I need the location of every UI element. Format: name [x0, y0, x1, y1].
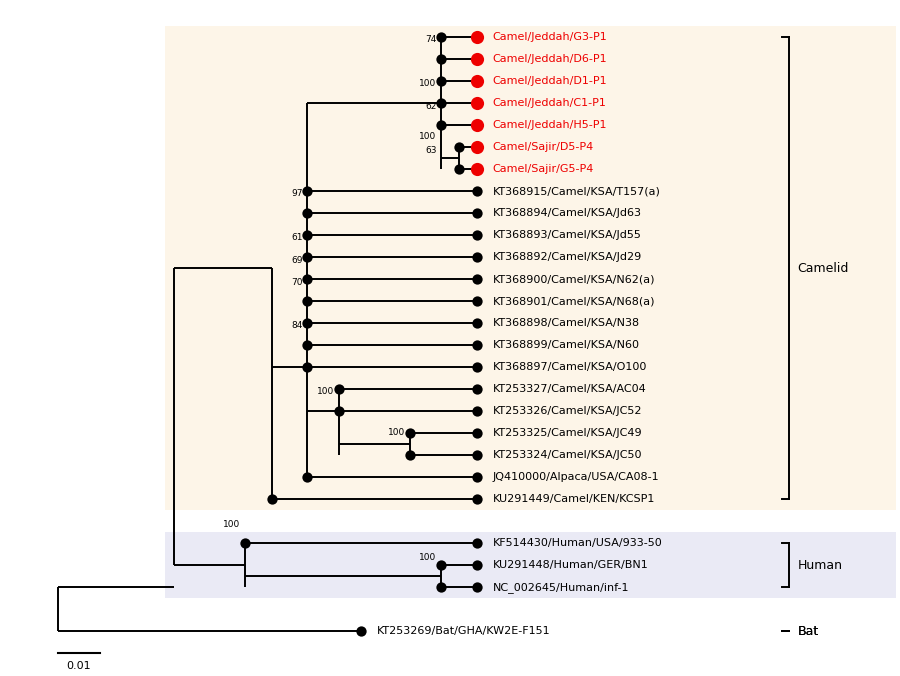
Text: Bat: Bat — [797, 625, 819, 638]
Point — [470, 142, 484, 153]
Text: KT253326/Camel/KSA/JC52: KT253326/Camel/KSA/JC52 — [493, 406, 643, 416]
Point — [402, 450, 417, 461]
Text: 61: 61 — [292, 233, 303, 242]
Point — [470, 428, 484, 439]
Point — [300, 274, 314, 285]
Text: 62: 62 — [426, 102, 436, 111]
Text: 74: 74 — [426, 34, 436, 44]
Point — [470, 164, 484, 174]
Text: KT368893/Camel/KSA/Jd55: KT368893/Camel/KSA/Jd55 — [493, 231, 642, 240]
Point — [470, 120, 484, 130]
Bar — [165, 533, 896, 598]
Point — [434, 54, 448, 65]
Point — [300, 472, 314, 483]
Text: KT368915/Camel/KSA/T157(a): KT368915/Camel/KSA/T157(a) — [493, 187, 661, 196]
Text: KT368901/Camel/KSA/N68(a): KT368901/Camel/KSA/N68(a) — [493, 296, 655, 306]
Text: 100: 100 — [419, 79, 436, 88]
Point — [470, 384, 484, 395]
Text: 100: 100 — [223, 520, 240, 529]
Point — [470, 472, 484, 483]
Point — [300, 296, 314, 307]
Point — [354, 626, 368, 637]
Point — [300, 362, 314, 372]
Text: 63: 63 — [425, 146, 436, 155]
Point — [300, 318, 314, 329]
Point — [470, 582, 484, 593]
Text: KT368897/Camel/KSA/O100: KT368897/Camel/KSA/O100 — [493, 362, 647, 372]
Point — [434, 582, 448, 593]
Point — [470, 208, 484, 218]
Text: Bat: Bat — [797, 625, 819, 638]
Text: Camel/Sajir/G5-P4: Camel/Sajir/G5-P4 — [493, 164, 594, 174]
Point — [331, 406, 346, 416]
Text: 100: 100 — [419, 553, 436, 562]
Text: Camel/Jeddah/D1-P1: Camel/Jeddah/D1-P1 — [493, 76, 608, 87]
Point — [470, 252, 484, 263]
Point — [434, 76, 448, 87]
Text: KT253269/Bat/GHA/KW2E-F151: KT253269/Bat/GHA/KW2E-F151 — [377, 627, 551, 636]
Text: 100: 100 — [388, 428, 405, 437]
Text: KF514430/Human/USA/933-50: KF514430/Human/USA/933-50 — [493, 538, 662, 548]
Point — [470, 340, 484, 351]
Text: KT253327/Camel/KSA/AC04: KT253327/Camel/KSA/AC04 — [493, 385, 646, 394]
Text: 84: 84 — [292, 321, 303, 330]
Text: 97: 97 — [292, 189, 303, 198]
Point — [265, 494, 279, 505]
Text: KT368900/Camel/KSA/N62(a): KT368900/Camel/KSA/N62(a) — [493, 274, 655, 285]
Text: NC_002645/Human/inf-1: NC_002645/Human/inf-1 — [493, 582, 629, 593]
Text: Human: Human — [797, 559, 842, 572]
Text: JQ410000/Alpaca/USA/CA08-1: JQ410000/Alpaca/USA/CA08-1 — [493, 473, 660, 483]
Text: KT368892/Camel/KSA/Jd29: KT368892/Camel/KSA/Jd29 — [493, 252, 642, 262]
Point — [470, 230, 484, 241]
Text: Camel/Jeddah/G3-P1: Camel/Jeddah/G3-P1 — [493, 32, 608, 42]
Text: Camelid: Camelid — [797, 262, 849, 274]
Point — [470, 32, 484, 43]
Text: 70: 70 — [292, 278, 303, 287]
Point — [470, 76, 484, 87]
Text: 100: 100 — [317, 387, 334, 396]
Text: 0.01: 0.01 — [67, 661, 91, 671]
Text: Camel/Jeddah/H5-P1: Camel/Jeddah/H5-P1 — [493, 120, 608, 130]
Point — [470, 538, 484, 549]
Text: KT253324/Camel/KSA/JC50: KT253324/Camel/KSA/JC50 — [493, 450, 643, 460]
Point — [470, 54, 484, 65]
Text: Camel/Sajir/D5-P4: Camel/Sajir/D5-P4 — [493, 142, 594, 152]
Point — [434, 560, 448, 571]
Point — [300, 186, 314, 197]
Point — [470, 296, 484, 307]
Point — [402, 428, 417, 439]
Point — [470, 406, 484, 416]
Text: KT253325/Camel/KSA/JC49: KT253325/Camel/KSA/JC49 — [493, 429, 643, 438]
Point — [238, 538, 252, 549]
Point — [470, 450, 484, 461]
Point — [300, 208, 314, 218]
Point — [470, 274, 484, 285]
Point — [470, 318, 484, 329]
Text: KT368899/Camel/KSA/N60: KT368899/Camel/KSA/N60 — [493, 340, 640, 350]
Text: KT368898/Camel/KSA/N38: KT368898/Camel/KSA/N38 — [493, 318, 640, 329]
Point — [300, 252, 314, 263]
Text: KT368894/Camel/KSA/Jd63: KT368894/Camel/KSA/Jd63 — [493, 208, 642, 218]
Point — [470, 186, 484, 197]
Point — [434, 32, 448, 43]
Point — [470, 560, 484, 571]
Point — [470, 494, 484, 505]
Text: KU291448/Human/GER/BN1: KU291448/Human/GER/BN1 — [493, 560, 649, 571]
Text: 69: 69 — [292, 256, 303, 265]
Point — [331, 384, 346, 395]
Point — [452, 142, 466, 153]
Text: Camel/Jeddah/D6-P1: Camel/Jeddah/D6-P1 — [493, 54, 608, 64]
Point — [470, 98, 484, 109]
Bar — [165, 26, 896, 510]
Point — [300, 340, 314, 351]
Point — [452, 164, 466, 174]
Point — [470, 362, 484, 372]
Text: KU291449/Camel/KEN/KCSP1: KU291449/Camel/KEN/KCSP1 — [493, 494, 655, 504]
Text: Camel/Jeddah/C1-P1: Camel/Jeddah/C1-P1 — [493, 98, 607, 108]
Point — [434, 98, 448, 109]
Point — [434, 120, 448, 130]
Text: 100: 100 — [419, 132, 436, 141]
Point — [300, 230, 314, 241]
